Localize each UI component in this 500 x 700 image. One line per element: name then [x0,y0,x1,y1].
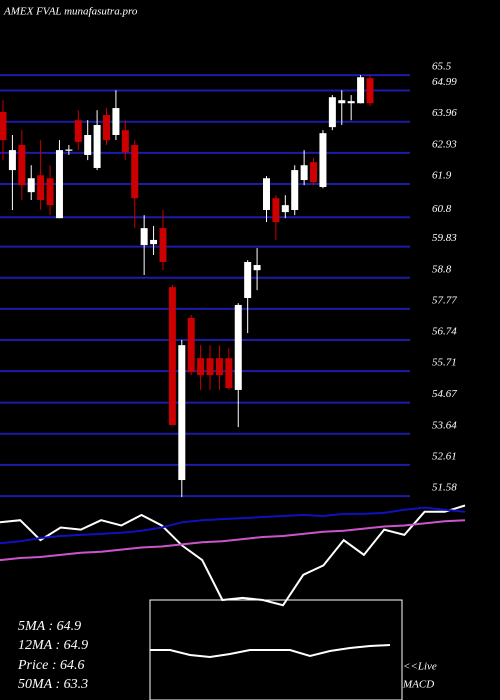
candle-body [253,265,261,271]
y-tick-label: 60.8 [432,203,452,215]
candle-body [74,120,82,142]
live-label: <<Live [403,661,437,673]
candle-body [366,78,374,104]
candle-body [93,125,101,168]
y-tick-label: 53.64 [432,419,457,431]
indicator-line [0,506,466,545]
candle-body [168,287,176,426]
candle-body [178,345,186,481]
candle-body [234,304,242,390]
candle-body [338,100,346,104]
candle-body [0,112,7,141]
indicator-text: 5MA : 64.9 [18,619,81,634]
macd-label: MACD [402,679,434,691]
candle-body [65,149,73,151]
y-tick-label: 59.83 [432,232,457,244]
chart-title: AMEX FVAL munafasutra.pro [3,6,138,18]
candle-body [46,178,54,206]
y-tick-label: 64.99 [432,76,457,88]
candle-body [347,101,355,104]
candle-body [131,144,139,199]
candle-body [244,262,252,298]
y-tick-label: 52.61 [432,450,457,462]
y-tick-label: 56.74 [432,326,457,338]
candle-body [225,358,233,389]
candle-body [197,358,205,376]
candle-body [55,150,63,219]
y-tick-label: 62.93 [432,138,457,150]
candle-body [37,175,45,201]
candle-body [8,150,16,171]
candle-body [319,133,327,188]
candle-body [150,239,158,245]
indicator-line [0,519,466,562]
candle-body [27,178,35,193]
candle-body [121,130,129,153]
candle-body [281,205,289,213]
candle-body [187,317,195,373]
candle-body [18,144,26,186]
y-tick-label: 51.58 [432,482,457,494]
candle-body [215,358,223,376]
candle-body [310,162,318,183]
y-tick-label: 58.8 [432,263,452,275]
candle-body [300,165,308,181]
y-tick-label: 63.96 [432,107,457,119]
candle-body [206,358,214,376]
indicator-text: 12MA : 64.9 [18,638,88,653]
candle-body [262,178,270,210]
candle-body [112,108,120,135]
candle-body [291,170,299,210]
y-tick-label: 61.9 [432,170,452,182]
y-tick-label: 55.71 [432,357,457,369]
candle-body [357,77,365,104]
candle-body [103,115,111,141]
indicator-line [0,504,466,607]
indicator-text: 50MA : 63.3 [18,677,88,692]
indicator-text: Price : 64.6 [17,658,84,673]
candle-body [272,198,280,223]
y-tick-label: 57.77 [432,294,457,306]
candle-body [140,228,148,246]
y-tick-label: 65.5 [432,61,452,73]
candle-body [159,228,167,263]
indicator-line [150,644,391,659]
candle-body [84,134,92,155]
y-tick-label: 54.67 [432,388,457,400]
candle-body [328,97,336,128]
